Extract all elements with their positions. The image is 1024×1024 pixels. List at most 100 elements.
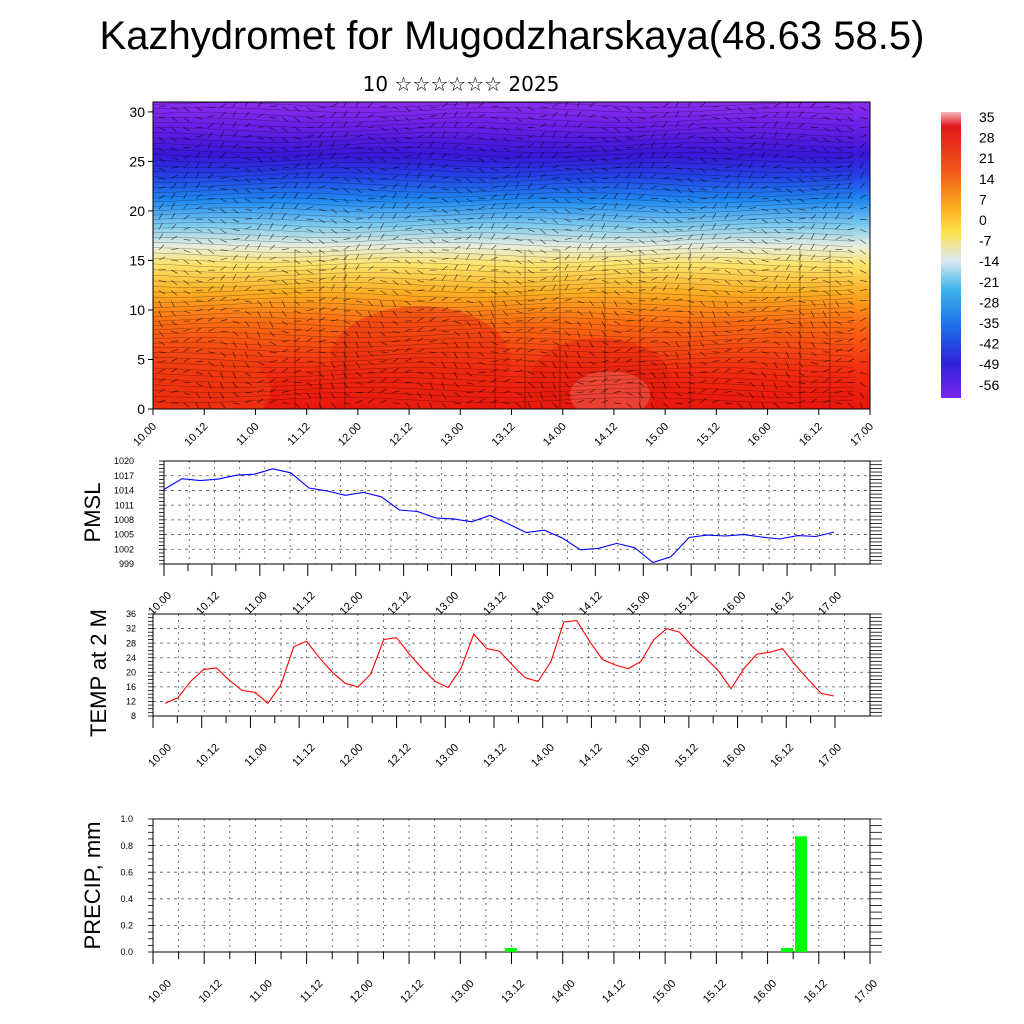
wind-barb [257, 188, 265, 192]
pmsl-x-tick-label: 15.12 [673, 590, 701, 618]
wind-barb [331, 331, 339, 333]
wind-barb [490, 167, 498, 172]
wind-barb [355, 274, 361, 281]
wind-barb [392, 248, 400, 251]
wind-barb [822, 331, 829, 337]
wind-barb [540, 141, 544, 148]
wind-barb [699, 331, 704, 338]
heat-blob [570, 371, 650, 409]
wind-barb [614, 402, 622, 404]
wind-barb [835, 310, 841, 317]
wind-barb [810, 198, 818, 200]
wind-barb [294, 310, 302, 314]
wind-barb [810, 205, 818, 210]
wind-barb [700, 137, 707, 140]
wind-barb [798, 157, 806, 161]
wind-barb [478, 300, 484, 307]
wind-barb [208, 259, 215, 263]
wind-barb [564, 198, 571, 204]
wind-barb [367, 243, 372, 250]
wind-barb [491, 351, 499, 353]
wind-barb [343, 245, 350, 251]
wind-barb [503, 379, 510, 383]
wind-barb [281, 290, 288, 296]
wind-barb [478, 380, 486, 383]
wind-barb [577, 300, 584, 304]
wind-barb [220, 341, 228, 345]
wind-barb [503, 340, 511, 342]
wind-barb [183, 192, 188, 199]
wind-barb [859, 392, 865, 399]
wind-barb [638, 172, 643, 179]
wind-barb [712, 280, 720, 283]
wind-barb [527, 182, 533, 189]
wind-barb [478, 157, 485, 163]
wind-barb [220, 188, 228, 190]
wind-barb [724, 192, 729, 199]
wind-barb [675, 263, 680, 271]
wind-barb [712, 157, 719, 163]
wind-barb [306, 371, 314, 375]
wind-barb [601, 116, 609, 119]
wind-barb [330, 372, 335, 379]
wind-barb [355, 111, 361, 118]
wind-barb [220, 103, 227, 108]
temp-x-tick-label: 13.12 [481, 742, 509, 770]
heatmap-fill [153, 102, 870, 409]
wind-barb [244, 134, 252, 138]
wind-barb [749, 289, 757, 291]
wind-barb [454, 208, 460, 214]
wind-barb [663, 121, 668, 128]
wind-barb [589, 233, 593, 240]
wind-barb [195, 327, 202, 332]
wind-barb [404, 337, 412, 342]
wind-barb [490, 388, 498, 393]
wind-barb [626, 370, 634, 373]
wind-barb [331, 257, 338, 261]
wind-barb [220, 239, 228, 243]
wind-barb [626, 203, 632, 210]
wind-barb [761, 392, 765, 400]
wind-barb [540, 239, 546, 245]
wind-barb [737, 239, 745, 241]
wind-barb [626, 227, 634, 230]
wind-barb [724, 340, 732, 342]
wind-barb [515, 249, 523, 253]
wind-barb [417, 206, 424, 210]
heatmap-x-tick-label: 15.00 [643, 421, 671, 449]
wind-barb [773, 331, 781, 333]
wind-barb [798, 102, 802, 108]
wind-barb [626, 162, 632, 169]
wind-barb [847, 280, 854, 285]
wind-barb [171, 106, 178, 110]
wind-barb [355, 300, 363, 303]
wind-barb [294, 116, 300, 122]
wind-barb [613, 106, 621, 111]
wind-barb [761, 218, 768, 224]
wind-barb [724, 174, 731, 179]
wind-barb [515, 369, 523, 373]
wind-barb [687, 234, 693, 240]
wind-barb [515, 146, 523, 149]
wind-barb [835, 192, 840, 199]
wind-barb [860, 126, 868, 128]
wind-barb [724, 157, 732, 160]
wind-barb [601, 127, 609, 131]
wind-barb [417, 194, 423, 200]
wind-barb [687, 310, 694, 316]
wind-barb [823, 280, 830, 283]
wind-barb [380, 116, 388, 119]
wind-barb [749, 161, 753, 169]
wind-barb [847, 162, 853, 169]
wind-barb [466, 243, 471, 250]
wind-barb [749, 194, 756, 200]
wind-barb [601, 331, 608, 337]
wind-barb [613, 269, 621, 274]
wind-barb [687, 198, 695, 203]
wind-barb [576, 263, 581, 271]
wind-barb [392, 310, 398, 317]
wind-barb [330, 361, 336, 369]
temp-y-tick-label: 16 [126, 682, 136, 692]
wind-barb [786, 218, 793, 223]
wind-barb [773, 265, 780, 271]
